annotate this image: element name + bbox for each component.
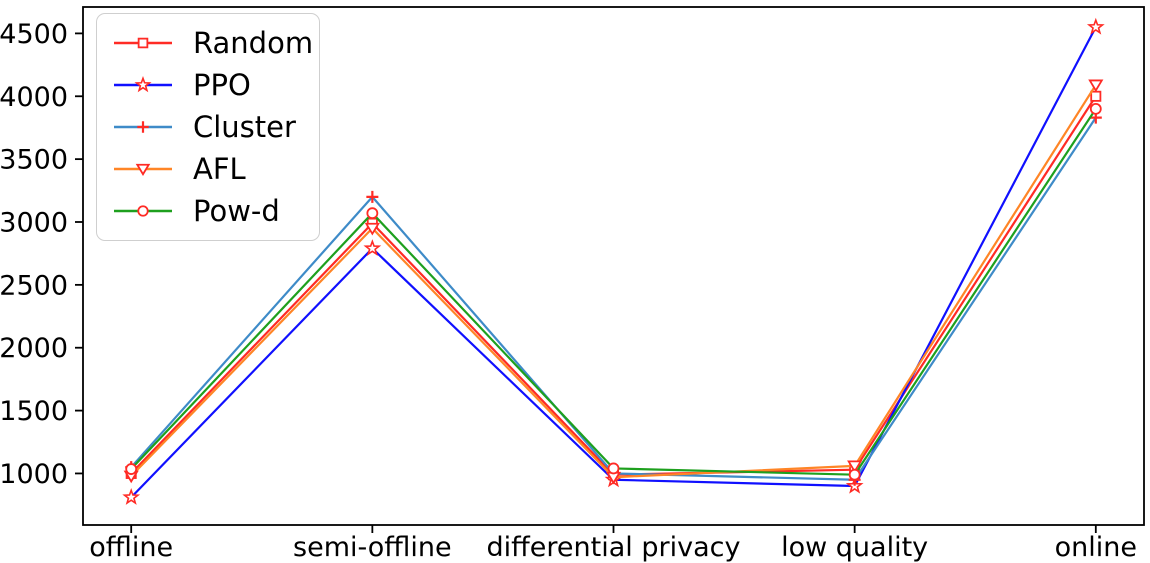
x-tick-label: online xyxy=(1055,532,1137,563)
legend-item: Random xyxy=(97,22,319,64)
marker-plus xyxy=(366,190,379,203)
marker-star xyxy=(1086,17,1105,35)
legend-sample-triangle-down-icon xyxy=(114,163,172,176)
legend-label: Cluster xyxy=(193,109,296,144)
marker-star xyxy=(134,76,152,93)
legend-item: AFL xyxy=(97,148,319,190)
marker-square xyxy=(137,37,149,49)
legend-sample-star-icon xyxy=(114,76,172,93)
marker-star xyxy=(122,488,141,505)
marker-circle xyxy=(366,207,379,220)
series-pow-d xyxy=(125,102,1102,481)
x-tick-label: differential privacy xyxy=(487,532,741,563)
legend-label: Pow-d xyxy=(193,193,280,228)
legend: Random PPO Cluster AFL Pow-d xyxy=(96,13,320,241)
x-tick-label: semi-offline xyxy=(293,532,452,563)
marker-triangle-down xyxy=(1088,79,1104,93)
y-tick-label: 1500 xyxy=(0,396,68,427)
marker-triangle-down xyxy=(135,163,151,176)
marker-triangle-down xyxy=(847,460,863,474)
marker-star xyxy=(363,239,382,256)
legend-label: AFL xyxy=(193,151,246,186)
y-axis: 1000 1500 2000 2500 3000 3500 4000 4500 xyxy=(0,19,83,490)
legend-label: PPO xyxy=(193,67,251,102)
legend-item: PPO xyxy=(97,64,319,106)
marker-circle xyxy=(137,205,149,217)
y-tick-label: 4500 xyxy=(0,19,68,50)
x-tick-label: offline xyxy=(89,532,173,563)
y-tick-label: 1000 xyxy=(0,459,68,490)
marker-circle xyxy=(607,462,620,475)
marker-triangle-down xyxy=(364,222,380,236)
x-tick-label: low quality xyxy=(781,532,928,563)
y-tick-label: 3000 xyxy=(0,207,68,238)
legend-label: Random xyxy=(193,25,314,60)
marker-plus xyxy=(137,121,149,133)
legend-sample-circle-icon xyxy=(114,205,172,217)
marker-circle xyxy=(125,463,138,475)
y-tick-label: 2000 xyxy=(0,333,68,364)
marker-circle xyxy=(1089,102,1102,115)
x-axis: offline semi-offline differential privacy l… xyxy=(89,525,1137,563)
y-tick-label: 3500 xyxy=(0,145,68,176)
legend-sample-plus-icon xyxy=(114,121,172,133)
legend-item: Cluster xyxy=(97,106,319,148)
marker-circle xyxy=(848,468,861,481)
y-tick-label: 4000 xyxy=(0,82,68,113)
marker-square xyxy=(1090,90,1102,102)
legend-sample-square-icon xyxy=(114,37,172,49)
y-tick-label: 2500 xyxy=(0,270,68,301)
legend-item: Pow-d xyxy=(97,190,319,232)
